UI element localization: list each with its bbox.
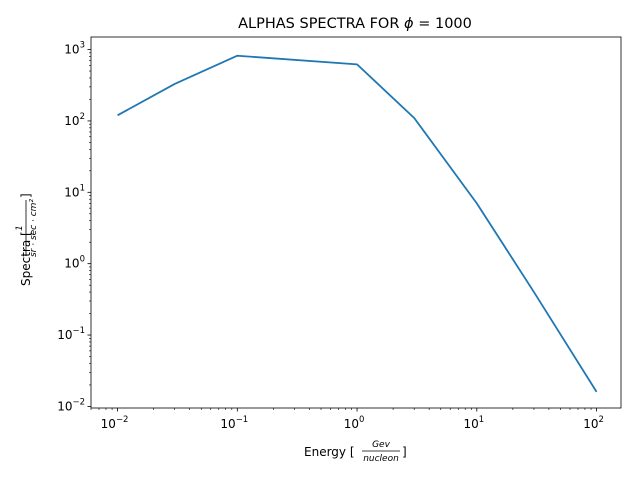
x-axis-ticks: 10−2 10−1 100 101 102 (101, 408, 604, 431)
minor-ticks (89, 52, 592, 410)
y-axis-label-denominator: sr · sec · cm² (29, 199, 39, 257)
y-axis-label: Spectra [ 1 sr · sec · cm² ] (15, 193, 39, 286)
series-line (117, 54, 598, 393)
x-axis-label-denominator: nucleon (363, 454, 399, 464)
plot-frame (90, 36, 622, 409)
y-tick-label: 100 (64, 255, 85, 271)
y-tick-label: 10−1 (57, 326, 85, 342)
x-axis-label-suffix: ] (402, 445, 407, 459)
y-tick-label: 10−2 (57, 397, 85, 413)
x-axis-label: Energy [ Gev nucleon ] (304, 440, 407, 464)
x-tick-label: 10−2 (101, 415, 129, 431)
y-axis-ticks: 10−2 10−1 100 101 102 103 (57, 41, 91, 413)
x-axis-label-numerator: Gev (372, 440, 391, 450)
x-tick-label: 100 (344, 415, 365, 431)
y-tick-label: 102 (64, 112, 85, 128)
y-axis-label-prefix: Spectra [ (19, 231, 33, 286)
x-tick-label: 10−1 (220, 415, 248, 431)
x-tick-label: 102 (583, 415, 604, 431)
x-axis-label-prefix: Energy [ (304, 445, 355, 459)
y-tick-label: 103 (64, 41, 85, 57)
y-axis-label-suffix: ] (19, 193, 33, 198)
y-axis-label-numerator: 1 (15, 225, 25, 231)
y-tick-label: 101 (64, 183, 85, 199)
x-tick-label: 101 (463, 415, 484, 431)
chart-title: ALPHAS SPECTRA FOR ϕ = 1000 (238, 16, 472, 32)
